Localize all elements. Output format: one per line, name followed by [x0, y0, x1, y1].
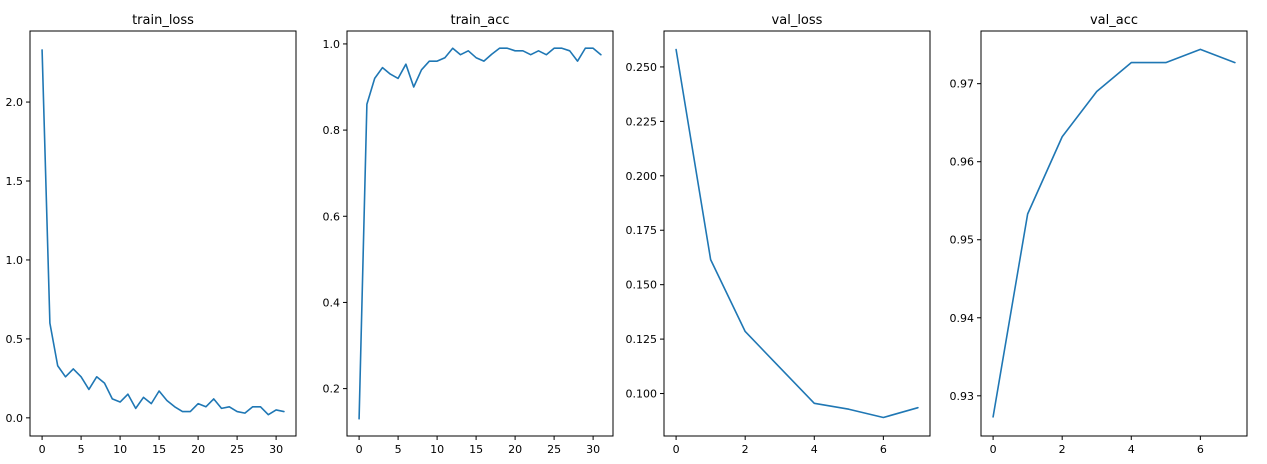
x-tick-label: 10 [430, 443, 444, 456]
y-tick-label: 0.200 [626, 170, 658, 183]
x-tick-label: 0 [356, 443, 363, 456]
y-tick-label: 0.125 [626, 333, 658, 346]
y-tick-label: 0.96 [950, 156, 975, 169]
x-tick-label: 20 [508, 443, 522, 456]
series-line [992, 48, 1236, 418]
x-tick-label: 15 [152, 443, 166, 456]
y-tick-label: 0.2 [323, 383, 341, 396]
axes-frame [663, 30, 931, 437]
y-tick-label: 0.95 [950, 234, 975, 247]
y-tick-label: 0.175 [626, 224, 658, 237]
axes-frame [346, 30, 614, 437]
y-tick-label: 0.6 [323, 210, 341, 223]
y-tick-label: 0.150 [626, 279, 658, 292]
x-tick-label: 20 [191, 443, 205, 456]
x-tick-label: 15 [469, 443, 483, 456]
axes-frame [980, 30, 1248, 437]
y-tick-label: 0.8 [323, 124, 341, 137]
y-tick-label: 2.0 [6, 96, 24, 109]
x-tick-label: 6 [1197, 443, 1204, 456]
chart-title: train_acc [450, 13, 509, 28]
x-tick-label: 30 [586, 443, 600, 456]
y-tick-label: 0.5 [6, 333, 24, 346]
y-tick-label: 1.5 [6, 175, 24, 188]
chart-title: val_acc [1090, 13, 1138, 28]
x-tick-label: 2 [742, 443, 749, 456]
y-tick-label: 1.0 [323, 38, 341, 51]
x-tick-label: 6 [880, 443, 887, 456]
y-tick-label: 0.0 [6, 412, 24, 425]
y-tick-label: 0.225 [626, 115, 658, 128]
y-tick-label: 0.250 [626, 61, 658, 74]
y-tick-label: 1.0 [6, 254, 24, 267]
y-tick-label: 0.97 [950, 78, 975, 91]
series-line [41, 49, 285, 416]
x-tick-label: 5 [395, 443, 402, 456]
x-tick-label: 4 [811, 443, 818, 456]
x-tick-label: 0 [673, 443, 680, 456]
x-tick-label: 5 [78, 443, 85, 456]
y-tick-label: 0.100 [626, 388, 658, 401]
chart-title: train_loss [132, 13, 194, 28]
x-tick-label: 25 [547, 443, 561, 456]
chart-panel-2: val_loss 0 2 4 6 0.100 0.125 0.150 0.175 0.200 0.2… [626, 13, 931, 456]
x-tick-label: 0 [39, 443, 46, 456]
chart-title: val_loss [772, 13, 823, 28]
series-line [358, 47, 602, 420]
y-tick-label: 0.94 [950, 312, 975, 325]
chart-panel-0: train_loss 0 5 10 15 20 25 30 0.0 0.5 1.0 1.5 2.0 [6, 13, 297, 456]
x-tick-label: 10 [113, 443, 127, 456]
x-tick-label: 0 [990, 443, 997, 456]
chart-panel-3: val_acc 0 2 4 6 0.93 0.94 0.95 0.96 0.97 [950, 13, 1248, 456]
axes-frame [29, 30, 297, 437]
x-tick-label: 25 [230, 443, 244, 456]
series-line [675, 48, 919, 419]
y-tick-label: 0.4 [323, 296, 341, 309]
x-tick-label: 2 [1059, 443, 1066, 456]
x-tick-label: 30 [269, 443, 283, 456]
y-tick-label: 0.93 [950, 390, 975, 403]
chart-panel-1: train_acc 0 5 10 15 20 25 30 0.2 0.4 0.6 0.8 1.0 [323, 13, 614, 456]
x-tick-label: 4 [1128, 443, 1135, 456]
